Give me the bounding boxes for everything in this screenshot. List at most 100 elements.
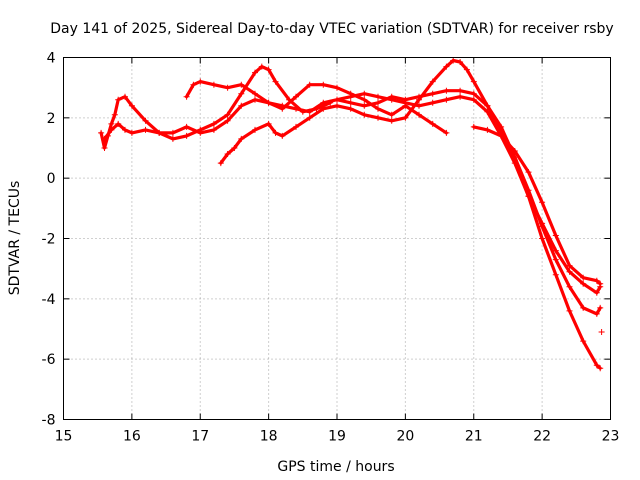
series-satellite-track-5	[334, 90, 604, 296]
data-point	[142, 117, 149, 124]
data-point	[429, 90, 436, 97]
data-point	[252, 90, 258, 97]
data-point	[115, 120, 122, 127]
data-point	[457, 93, 464, 100]
data-point	[539, 199, 546, 206]
data-point	[566, 262, 573, 269]
data-point	[470, 123, 477, 130]
data-point	[272, 78, 279, 85]
data-point	[484, 102, 491, 109]
chart-title: Day 141 of 2025, Sidereal Day-to-day VTE…	[50, 21, 613, 37]
data-point	[470, 90, 477, 97]
data-point	[279, 132, 286, 139]
data-point	[238, 81, 245, 88]
data-point	[463, 66, 470, 73]
data-point	[210, 126, 217, 133]
data-point	[525, 193, 532, 200]
data-point	[552, 271, 559, 278]
data-point	[252, 126, 258, 133]
data-point	[293, 123, 299, 130]
data-point	[593, 362, 600, 369]
data-point	[566, 268, 573, 275]
y-tick-label: -6	[42, 352, 56, 368]
data-point	[169, 135, 176, 142]
data-point	[388, 111, 395, 118]
data-point	[334, 84, 340, 91]
data-point	[361, 90, 368, 97]
data-point	[443, 87, 450, 94]
data-point	[539, 220, 546, 227]
data-point	[306, 81, 313, 88]
data-point	[375, 114, 381, 121]
data-point	[252, 96, 258, 103]
data-point	[347, 93, 354, 100]
data-series	[98, 57, 605, 372]
x-tick-label: 22	[533, 429, 551, 445]
y-axis-label: SDTVAR / TECUs	[7, 181, 23, 296]
data-point	[197, 129, 204, 136]
data-point	[320, 105, 327, 112]
data-point	[597, 280, 604, 287]
data-point	[190, 81, 197, 88]
data-point	[375, 105, 381, 112]
data-point	[597, 304, 604, 311]
x-tick-label: 16	[123, 429, 141, 445]
y-tick-label: 0	[47, 171, 56, 187]
data-point	[115, 96, 122, 103]
data-point	[156, 129, 163, 136]
y-tick-label: -8	[42, 413, 56, 429]
data-point	[128, 129, 135, 136]
data-point	[238, 135, 245, 142]
data-point	[416, 93, 422, 100]
data-point	[593, 289, 600, 296]
data-point	[111, 111, 118, 118]
data-point	[429, 99, 436, 106]
data-point	[101, 145, 108, 151]
data-point	[183, 132, 190, 139]
data-point	[361, 111, 368, 118]
x-tick-label: 17	[191, 429, 209, 445]
data-point	[238, 102, 245, 109]
data-point	[525, 169, 532, 176]
data-point	[265, 120, 272, 127]
data-point	[457, 59, 464, 65]
data-point	[580, 338, 587, 345]
data-point	[293, 93, 299, 100]
data-point	[320, 99, 327, 106]
x-axis-label: GPS time / hours	[277, 459, 394, 475]
x-tick-label: 20	[396, 429, 414, 445]
data-point	[484, 126, 491, 133]
data-point	[597, 365, 604, 372]
series-line	[99, 65, 332, 150]
data-point	[593, 310, 600, 317]
data-point	[320, 81, 327, 88]
data-point	[347, 99, 354, 106]
data-point	[598, 329, 605, 335]
series-line	[335, 92, 602, 295]
series-satellite-track-1	[98, 63, 334, 151]
data-point	[566, 307, 573, 314]
data-point	[210, 120, 217, 127]
y-tick-label: -2	[42, 232, 56, 248]
plot-frame	[63, 57, 611, 420]
data-point	[552, 232, 559, 239]
data-point	[484, 108, 491, 115]
data-point	[375, 99, 381, 106]
x-tick-label: 23	[602, 429, 620, 445]
data-point	[361, 96, 368, 103]
x-tick-label: 19	[328, 429, 346, 445]
data-point	[443, 63, 450, 70]
data-point	[416, 102, 422, 109]
data-point	[429, 78, 436, 85]
data-point	[122, 126, 128, 133]
data-point	[402, 114, 409, 121]
y-tick-label: 2	[47, 111, 56, 127]
data-point	[238, 90, 245, 97]
data-point	[552, 256, 559, 263]
data-point	[498, 132, 505, 139]
data-point	[416, 111, 422, 118]
data-point	[580, 274, 587, 281]
data-point	[511, 148, 518, 154]
data-point	[388, 117, 395, 124]
